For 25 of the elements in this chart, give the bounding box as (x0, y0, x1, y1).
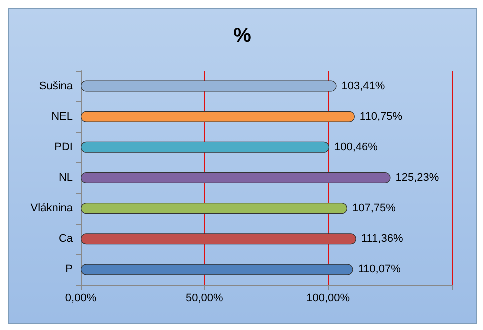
x-tick-label: 0,00% (65, 292, 97, 304)
y-tick-label: NEL (52, 110, 73, 123)
bar (81, 80, 337, 92)
y-tick-label: PDI (54, 141, 73, 154)
bar (81, 264, 354, 276)
x-tick-label: 100,00% (306, 292, 350, 304)
bar (81, 203, 348, 214)
data-label: 125,23% (396, 172, 440, 184)
data-label: 111,36% (361, 233, 404, 246)
data-label: 110,07% (358, 264, 402, 276)
y-tick-label: P (66, 264, 73, 276)
bar (81, 234, 356, 245)
bar (81, 172, 391, 184)
chart-title: % (234, 25, 252, 47)
data-label: 100,46% (334, 141, 378, 154)
bar (81, 111, 355, 122)
y-tick-label: Sušina (39, 80, 74, 92)
y-tick-label: Vláknina (30, 202, 74, 215)
y-tick-label: NL (58, 172, 73, 184)
data-label: 110,75% (360, 110, 403, 123)
data-label: 103,41% (342, 80, 386, 92)
data-label: 107,75% (352, 202, 396, 215)
bar (81, 142, 330, 153)
y-tick-label: Ca (58, 233, 74, 246)
x-tick-label: 50,00% (186, 292, 224, 304)
